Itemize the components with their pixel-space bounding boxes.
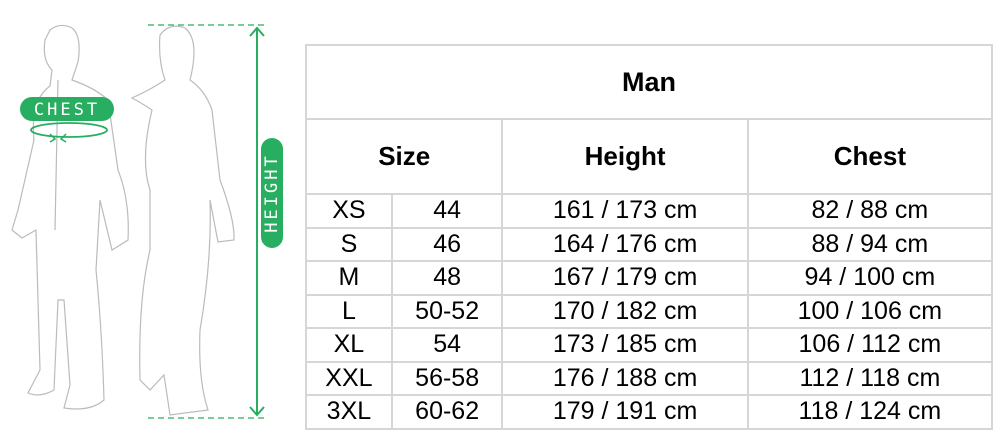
cell-chest: 112 / 118 cm — [746, 360, 994, 396]
chest-badge — [20, 97, 114, 121]
back-body-outline — [130, 25, 235, 416]
cell-size: XL — [305, 327, 393, 363]
cell-chest: 88 / 94 cm — [746, 226, 994, 262]
table-row: 3XL 60-62 179 / 191 cm 118 / 124 cm — [305, 394, 994, 430]
table-title: Man — [305, 44, 993, 120]
height-badge — [261, 138, 283, 248]
cell-chest: 118 / 124 cm — [746, 394, 994, 430]
height-label: HEIGHT — [262, 153, 282, 232]
cell-size: XXL — [305, 360, 393, 396]
cell-eu: 48 — [390, 260, 504, 296]
table-row: L 50-52 170 / 182 cm 100 / 106 cm — [305, 293, 994, 329]
cell-size: XS — [305, 193, 393, 229]
height-indicator: HEIGHT — [148, 24, 283, 419]
cell-height: 161 / 173 cm — [501, 193, 749, 229]
cell-eu: 56-58 — [390, 360, 504, 396]
table-row: M 48 167 / 179 cm 94 / 100 cm — [305, 260, 994, 296]
cell-size: S — [305, 226, 393, 262]
cell-size: M — [305, 260, 393, 296]
table-row: XL 54 173 / 185 cm 106 / 112 cm — [305, 327, 994, 363]
table-row: S 46 164 / 176 cm 88 / 94 cm — [305, 226, 994, 262]
chest-label: CHEST — [34, 100, 100, 120]
cell-height: 173 / 185 cm — [501, 327, 749, 363]
cell-height: 176 / 188 cm — [501, 360, 749, 396]
chest-indicator: CHEST — [20, 97, 114, 143]
cell-eu: 60-62 — [390, 394, 504, 430]
cell-height: 167 / 179 cm — [501, 260, 749, 296]
arrow-down-icon — [249, 406, 265, 417]
cell-chest: 100 / 106 cm — [746, 293, 994, 329]
front-body-outline — [11, 24, 129, 410]
table-row: XXL 56-58 176 / 188 cm 112 / 118 cm — [305, 360, 994, 396]
cell-height: 179 / 191 cm — [501, 394, 749, 430]
arrow-up-icon — [249, 26, 265, 37]
cell-eu: 50-52 — [390, 293, 504, 329]
cell-size: L — [305, 293, 393, 329]
cell-chest: 94 / 100 cm — [746, 260, 994, 296]
cell-height: 170 / 182 cm — [501, 293, 749, 329]
chest-circumference-icon — [30, 122, 108, 138]
header-size: Size — [304, 118, 504, 195]
size-chart-table: Man Size Height Chest XS 44 161 / 173 cm 82… — [304, 44, 994, 430]
header-chest: Chest — [746, 118, 994, 195]
body-measurement-figure: HEIGHT CHEST — [11, 24, 283, 419]
table-row: XS 44 161 / 173 cm 82 / 88 cm — [305, 193, 994, 229]
cell-height: 164 / 176 cm — [501, 226, 749, 262]
header-height: Height — [501, 118, 749, 195]
cell-chest: 106 / 112 cm — [746, 327, 994, 363]
cell-chest: 82 / 88 cm — [746, 193, 994, 229]
cell-size: 3XL — [305, 394, 393, 430]
cell-eu: 46 — [390, 226, 504, 262]
cell-eu: 44 — [390, 193, 504, 229]
cell-eu: 54 — [390, 327, 504, 363]
